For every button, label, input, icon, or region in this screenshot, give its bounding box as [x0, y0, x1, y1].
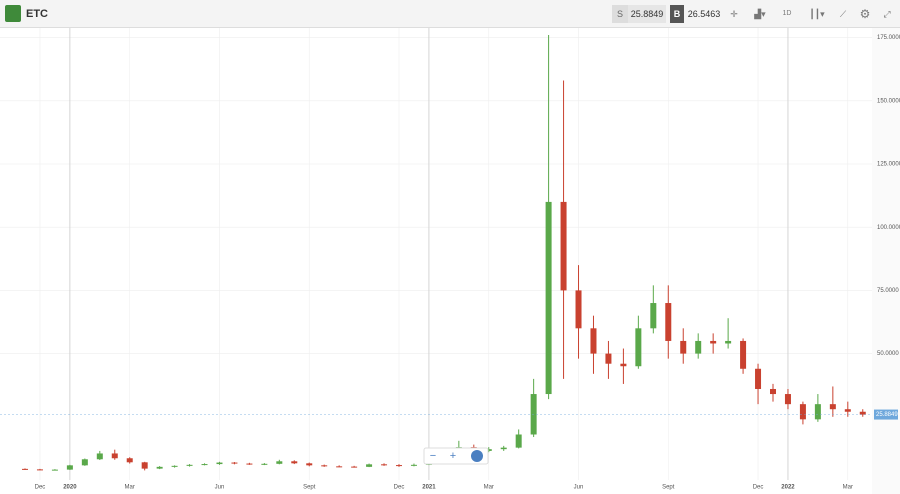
candle-body	[410, 464, 417, 466]
zoom-in[interactable]: +	[450, 450, 456, 462]
candle-body	[381, 464, 388, 466]
zoom-controls: − +	[423, 447, 489, 465]
candle-body	[216, 462, 223, 465]
candle-body	[844, 409, 851, 412]
candle-body	[545, 201, 552, 395]
candle-body	[276, 461, 283, 464]
draw-button[interactable]: ⟋	[839, 9, 847, 19]
candle-body	[246, 463, 253, 465]
interval-button[interactable]: 1D	[782, 10, 792, 17]
candle-body	[515, 434, 522, 448]
logo	[5, 5, 21, 22]
candle-body	[111, 453, 118, 459]
candle-body	[829, 404, 836, 410]
y-tick-label: 150.0000	[877, 98, 900, 104]
sell-label: S	[612, 5, 628, 23]
candle-body	[635, 328, 642, 367]
buy-price[interactable]: 26.5463	[687, 9, 721, 19]
x-tick-label: 2022	[781, 485, 795, 491]
candle-body	[500, 447, 507, 450]
candle-body	[784, 394, 791, 405]
candle-body	[321, 465, 328, 467]
candle-body	[650, 303, 657, 329]
x-tick-label: Mar	[125, 485, 135, 491]
x-tick-label: 2021	[422, 485, 436, 491]
crosshair-button[interactable]: ✛	[730, 9, 738, 19]
candle-body	[665, 303, 672, 341]
candle-body	[186, 464, 193, 466]
candle-body	[22, 468, 28, 470]
y-tick-label: 125.0000	[877, 162, 900, 168]
y-tick-label: 50.0000	[877, 351, 899, 357]
candle-body	[620, 363, 627, 367]
candle-body	[306, 463, 313, 466]
x-tick-label: Dec	[394, 485, 405, 491]
x-tick-label: Sept	[662, 485, 675, 491]
candle-body	[485, 449, 492, 451]
x-tick-label: Dec	[753, 485, 764, 491]
chart-type-button[interactable]: ▟▾	[754, 9, 766, 19]
candle-body	[740, 340, 747, 369]
y-tick-label: 175.0000	[877, 35, 900, 41]
candle-body	[590, 328, 597, 354]
candle-body	[141, 462, 148, 469]
candle-body	[201, 464, 208, 466]
candle-body	[560, 201, 567, 291]
zoom-panel	[423, 447, 489, 465]
candle-body	[81, 459, 88, 466]
candle-body	[396, 465, 402, 467]
candle-body	[755, 368, 762, 389]
candle-body	[156, 466, 163, 469]
candle-body	[171, 465, 178, 467]
symbol: ETC	[26, 8, 48, 20]
x-tick-label: Sept	[303, 485, 316, 491]
candle-body	[336, 466, 343, 468]
candle-body	[770, 388, 776, 395]
candle-body	[530, 394, 537, 435]
x-tick-label: Mar	[843, 485, 853, 491]
zoom-out[interactable]: −	[430, 450, 436, 462]
x-tick-label: Jun	[215, 485, 225, 491]
x-tick-label: Dec	[35, 485, 46, 491]
y-tick-label: 100.0000	[877, 225, 900, 231]
candle-body	[695, 340, 702, 354]
y-tick-label: 75.0000	[877, 288, 899, 294]
candle-body	[351, 466, 358, 468]
candle-body	[680, 340, 687, 354]
fullscreen-button[interactable]: ⤢	[883, 9, 891, 19]
x-tick-label: Mar	[484, 485, 494, 491]
x-tick-label: Jun	[574, 485, 584, 491]
candles-button[interactable]: ┃┃▾	[809, 9, 825, 19]
settings-button[interactable]: ⚙	[859, 7, 871, 21]
candle-body	[859, 411, 866, 415]
candle-body	[605, 353, 612, 364]
candle-body	[291, 461, 298, 464]
candle-body	[51, 469, 58, 471]
candle-body	[725, 340, 732, 344]
x-tick-label: 2020	[63, 485, 77, 491]
candle-body	[710, 340, 717, 344]
candle-body	[799, 404, 806, 420]
candle-body	[36, 469, 43, 471]
last-price-tag	[874, 409, 898, 420]
candle-body	[814, 404, 821, 420]
candle-body	[231, 462, 238, 464]
last-price-label: 25.8849	[876, 412, 898, 418]
share-button[interactable]	[471, 450, 483, 462]
candle-body	[575, 290, 582, 329]
candle-body	[261, 463, 268, 465]
candle-body	[66, 465, 73, 470]
candle-body	[96, 453, 103, 460]
sell-price[interactable]: 25.8849	[628, 5, 666, 23]
candle-body	[126, 458, 133, 463]
toolbar: ETC S 25.8849 B 26.5463 ✛ ▟▾ 1D ┃┃▾ ⟋ ⚙ …	[0, 0, 900, 28]
buy-label: B	[670, 5, 684, 23]
candle-body	[366, 464, 373, 467]
